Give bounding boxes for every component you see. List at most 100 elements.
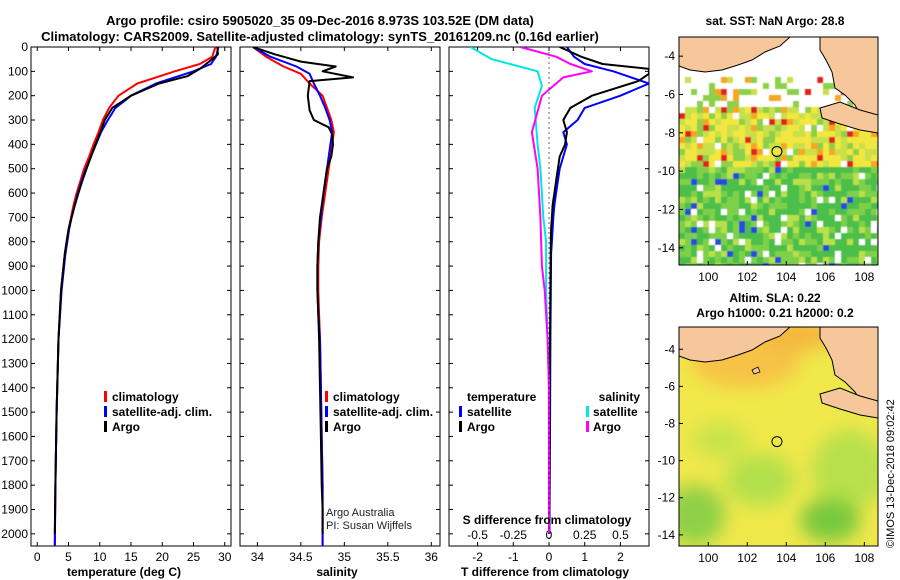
x-tick-label: 34 (251, 550, 265, 564)
sst-cell (823, 83, 829, 89)
sst-cell (715, 95, 721, 101)
sst-cell (775, 137, 781, 143)
y-tick-label: 300 (8, 113, 28, 127)
legend-swatch-temp-argo (459, 421, 462, 432)
sst-cell (841, 161, 847, 167)
sst-cell (811, 149, 817, 155)
sst-cell (853, 161, 859, 167)
sst-cell (757, 155, 763, 161)
sst-cell (775, 107, 781, 113)
sst-cell (739, 167, 745, 173)
sst-cell (829, 215, 835, 221)
sst-field (679, 77, 878, 265)
sst-cell (823, 161, 829, 167)
sst-cell (763, 113, 769, 119)
sst-cell (679, 95, 685, 101)
sst-cell (853, 257, 859, 263)
sst-cell (775, 245, 781, 251)
sst-cell (793, 239, 799, 245)
sst-cell (757, 143, 763, 149)
sst-cell (817, 215, 823, 221)
x-top-tick-label: 0.5 (612, 528, 629, 542)
sst-cell (775, 203, 781, 209)
sst-cell (691, 197, 697, 203)
sst-cell (715, 233, 721, 239)
sst-cell (769, 113, 775, 119)
sst-cell (733, 221, 739, 227)
sst-cell (709, 221, 715, 227)
sst-cell (811, 137, 817, 143)
sst-cell (727, 161, 733, 167)
sst-cell (859, 149, 865, 155)
sst-cell (691, 263, 697, 265)
sst-cell (805, 173, 811, 179)
sst-cell (703, 245, 709, 251)
sst-cell (787, 107, 793, 113)
sst-cell (751, 113, 757, 119)
legend-swatch-sal-satellite (586, 406, 589, 417)
sst-cell (871, 191, 877, 197)
sst-cell (727, 191, 733, 197)
sst-cell (811, 209, 817, 215)
sst-cell (763, 245, 769, 251)
sst-cell (787, 185, 793, 191)
sst-cell (859, 203, 865, 209)
sst-cell (721, 251, 727, 257)
sst-cell (739, 209, 745, 215)
map-x-tick-label: 102 (737, 551, 757, 565)
x-axis-label-salinity: salinity (316, 565, 358, 579)
sst-cell (823, 149, 829, 155)
sst-cell (709, 257, 715, 263)
sst-cell (865, 149, 871, 155)
sst-cell (709, 203, 715, 209)
sst-cell (769, 215, 775, 221)
sst-cell (685, 191, 691, 197)
sst-cell (733, 131, 739, 137)
sst-cell (793, 245, 799, 251)
sst-cell (685, 203, 691, 209)
sst-cell (841, 173, 847, 179)
sst-cell (793, 221, 799, 227)
sst-cell (865, 215, 871, 221)
sst-cell (859, 191, 865, 197)
sst-cell (841, 155, 847, 161)
sst-cell (727, 221, 733, 227)
sst-cell (715, 245, 721, 251)
sst-cell (691, 185, 697, 191)
sst-cell (781, 119, 787, 125)
sst-cell (799, 113, 805, 119)
sst-cell (733, 227, 739, 233)
sst-cell (781, 239, 787, 245)
sst-cell (823, 239, 829, 245)
footer-credit: ©IMOS 13-Dec-2018 09:02:42 (885, 399, 897, 548)
sst-cell (793, 257, 799, 263)
sst-cell (745, 263, 751, 265)
legend-difference: temperature satellite Argo salinity sate… (459, 390, 640, 434)
sst-cell (847, 161, 853, 167)
sst-cell (811, 179, 817, 185)
sst-cell (727, 185, 733, 191)
sst-cell (847, 155, 853, 161)
sst-cell (871, 161, 877, 167)
sst-cell (823, 215, 829, 221)
sst-cell (787, 155, 793, 161)
y-tick-label: 1000 (1, 283, 28, 297)
sst-cell (703, 113, 709, 119)
sst-cell (721, 155, 727, 161)
sst-cell (715, 191, 721, 197)
y-tick-label: 0 (21, 40, 28, 54)
sst-cell (811, 215, 817, 221)
sst-cell (763, 143, 769, 149)
sst-cell (781, 143, 787, 149)
sst-cell (679, 173, 685, 179)
sst-cell (865, 245, 871, 251)
sst-cell (853, 191, 859, 197)
land-kalimantan (819, 327, 878, 413)
legend-swatch-argo (325, 421, 328, 432)
legend-swatch-sal-argo (586, 421, 589, 432)
sst-cell (769, 119, 775, 125)
sst-cell (769, 227, 775, 233)
map-y-tick-label: -10 (658, 454, 676, 468)
sst-cell (865, 209, 871, 215)
sst-cell (691, 125, 697, 131)
